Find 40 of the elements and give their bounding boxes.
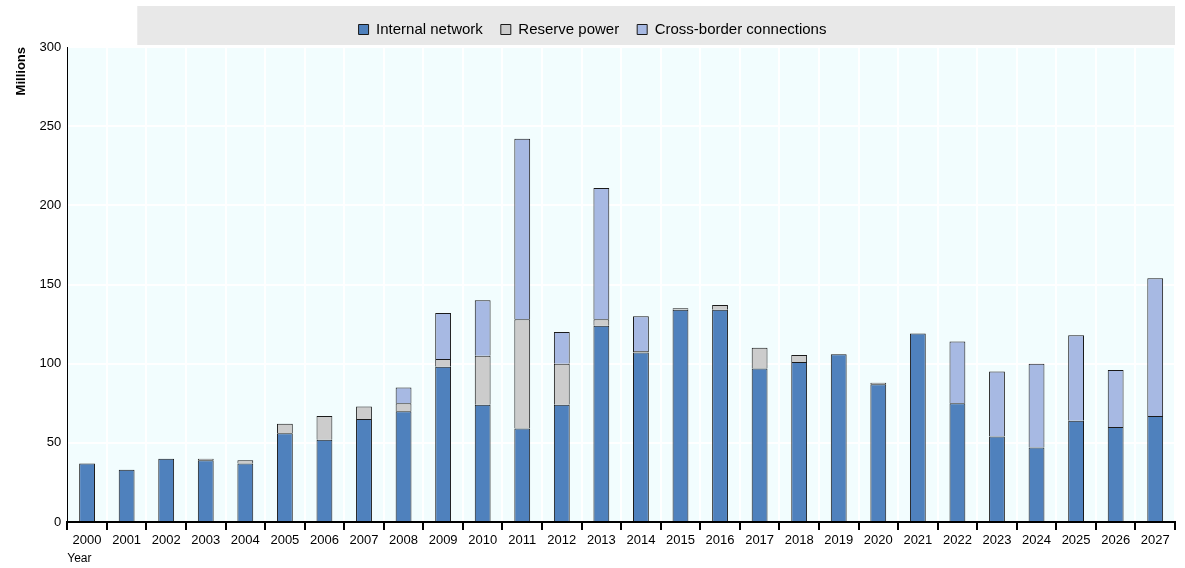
y-tick-label: 150 [39, 276, 62, 292]
x-tick-label: 2007 [349, 532, 379, 548]
y-tick-label: 300 [39, 38, 62, 54]
y-tick-label: 100 [39, 355, 62, 371]
x-tick-label: 2026 [1101, 532, 1131, 548]
x-tick-label: 2020 [863, 532, 893, 548]
x-tick-label: 2017 [745, 532, 775, 548]
x-tick-label: 2013 [586, 532, 616, 548]
x-tick-label: 2021 [903, 532, 933, 548]
x-tick-label: 2019 [824, 532, 854, 548]
y-tick-label: 0 [54, 513, 62, 529]
x-tick-label: 2014 [626, 532, 656, 548]
y-tick-label: 200 [39, 196, 62, 212]
x-tick-label: 2018 [784, 532, 814, 548]
legend-label: Internal network [376, 19, 484, 37]
x-tick-label: 2025 [1061, 532, 1091, 548]
x-tick-label: 2015 [666, 532, 695, 548]
x-tick-label: 2005 [270, 532, 300, 548]
x-tick-label: 2008 [389, 532, 419, 548]
x-tick-label: 2027 [1140, 532, 1170, 548]
x-tick-label: 2024 [1022, 532, 1051, 548]
x-tick-label: 2003 [191, 532, 221, 548]
x-tick-label: 2000 [72, 532, 102, 548]
y-tick-label: 250 [39, 117, 62, 133]
x-axis-title: Year [67, 551, 92, 566]
x-tick-label: 2012 [547, 532, 577, 548]
x-tick-label: 2004 [230, 532, 260, 548]
x-tick-label: 2006 [309, 532, 339, 548]
y-axis-title: Millions [13, 47, 29, 96]
x-tick-label: 2009 [428, 532, 458, 548]
x-tick-label: 2001 [112, 532, 142, 548]
x-tick-label: 2010 [468, 532, 498, 548]
x-tick-label: 2016 [705, 532, 735, 548]
x-tick-label: 2023 [982, 532, 1012, 548]
legend-label: Reserve power [518, 19, 620, 37]
x-tick-label: 2002 [151, 532, 181, 548]
x-tick-label: 2011 [508, 532, 537, 548]
y-tick-label: 50 [46, 434, 62, 450]
x-tick-label: 2022 [942, 532, 972, 548]
legend-label: Cross-border connections [654, 19, 827, 37]
